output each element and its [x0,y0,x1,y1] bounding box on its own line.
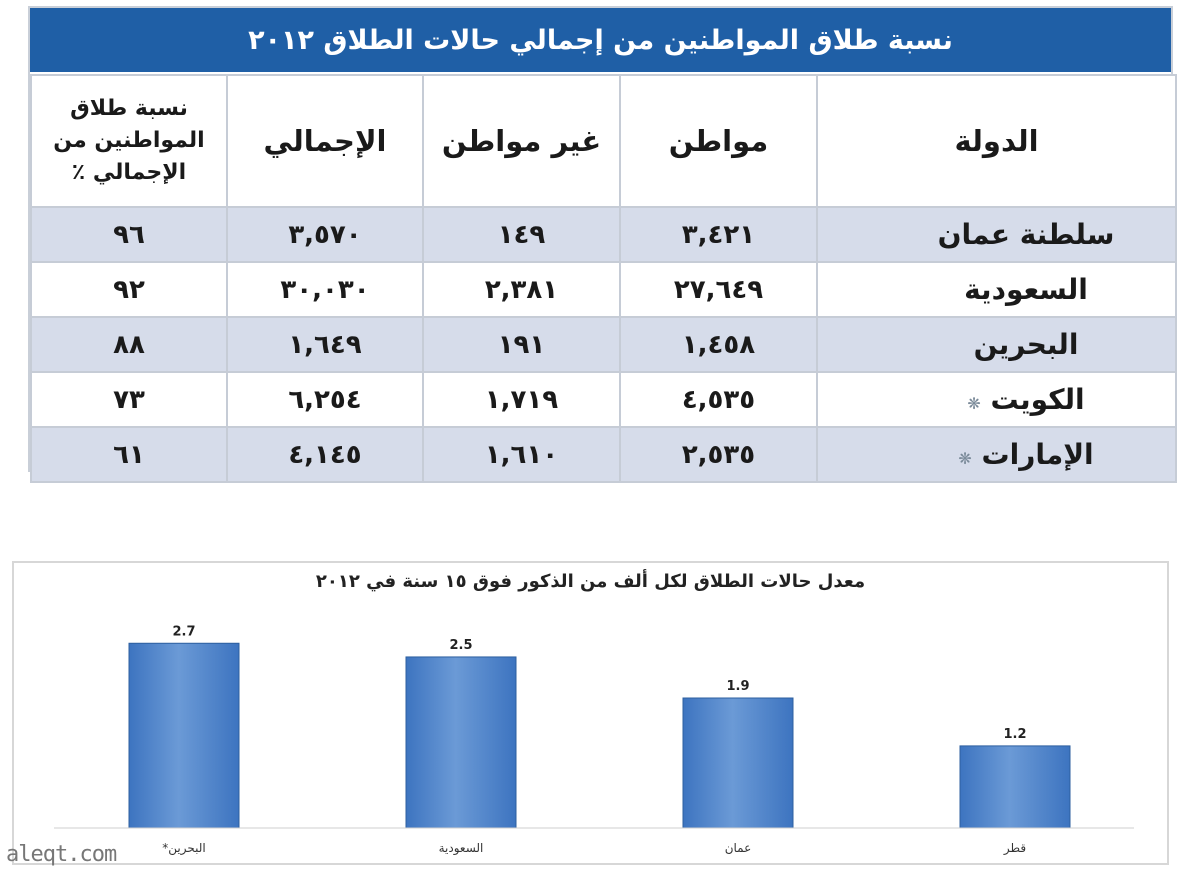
cell-total: ١,٦٤٩ [226,316,424,373]
site-watermark: aleqt.com [6,842,117,867]
cell-citizen: ٤,٥٣٥ [619,371,818,428]
cell-country: البحرين [816,316,1177,373]
category-label: السعودية [439,841,484,856]
asterisk-icon: ❋ [967,394,981,413]
cell-citizen: ٢٧,٦٤٩ [619,261,818,318]
table-header-row: الدولة مواطن غير مواطن الإجمالي نسبة طلا… [30,74,1177,208]
cell-country: السعودية [816,261,1177,318]
cell-total: ٣,٥٧٠ [226,206,424,263]
cell-non-citizen: ١٤٩ [422,206,621,263]
table-row: الإمارات ❋ ٢,٥٣٥ ١,٦١٠ ٤,١٤٥ ٦١ [30,426,1177,483]
data-label: 2.7 [172,624,195,639]
category-label: عمان [725,841,752,855]
table-row: الكويت ❋ ٤,٥٣٥ ١,٧١٩ ٦,٢٥٤ ٧٣ [30,371,1177,428]
bar-chart-svg: 2.7 البحرين* 2.5 السعودية 1.9 عمان 1.2 قطر [54,624,1134,856]
country-name: الكويت [990,383,1085,416]
data-label: 1.9 [726,679,749,694]
chart-title: معدل حالات الطلاق لكل ألف من الذكور فوق … [315,571,866,592]
cell-non-citizen: ١٩١ [422,316,621,373]
cell-non-citizen: ٢,٣٨١ [422,261,621,318]
cell-citizen: ١,٤٥٨ [619,316,818,373]
country-name: سلطنة عمان [937,218,1115,251]
data-label: 1.2 [1003,727,1026,742]
country-name: البحرين [973,328,1079,361]
bar [128,642,240,829]
cell-total: ٤,١٤٥ [226,426,424,483]
bar [682,697,794,829]
cell-non-citizen: ١,٦١٠ [422,426,621,483]
cell-total: ٣٠,٠٣٠ [226,261,424,318]
cell-citizen: ٢,٥٣٥ [619,426,818,483]
header-citizen: مواطن [619,74,818,208]
bar [959,745,1071,829]
cell-ratio: ٨٨ [30,316,228,373]
cell-citizen: ٣,٤٢١ [619,206,818,263]
asterisk-icon: ❋ [958,449,972,468]
cell-ratio: ٩٢ [30,261,228,318]
table-row: سلطنة عمان ٣,٤٢١ ١٤٩ ٣,٥٧٠ ٩٦ [30,206,1177,263]
cell-ratio: ٩٦ [30,206,228,263]
header-total: الإجمالي [226,74,424,208]
table-title: نسبة طلاق المواطنين من إجمالي حالات الطل… [30,8,1171,74]
category-label: البحرين* [162,841,205,856]
header-country: الدولة [816,74,1177,208]
divorce-table-panel: نسبة طلاق المواطنين من إجمالي حالات الطل… [28,6,1177,483]
data-label: 2.5 [449,638,472,653]
table-row: السعودية ٢٧,٦٤٩ ٢,٣٨١ ٣٠,٠٣٠ ٩٢ [30,261,1177,318]
header-ratio: نسبة طلاق المواطنين من الإجمالي ٪ [30,74,228,208]
cell-country: الكويت ❋ [816,371,1177,428]
cell-country: الإمارات ❋ [816,426,1177,483]
cell-non-citizen: ١,٧١٩ [422,371,621,428]
cell-country: سلطنة عمان [816,206,1177,263]
cell-ratio: ٦١ [30,426,228,483]
country-name: السعودية [964,273,1088,306]
country-name: الإمارات [981,438,1094,471]
category-label: قطر [1003,841,1026,856]
cell-ratio: ٧٣ [30,371,228,428]
cell-total: ٦,٢٥٤ [226,371,424,428]
header-non-citizen: غير مواطن [422,74,621,208]
divorce-table: الدولة مواطن غير مواطن الإجمالي نسبة طلا… [30,74,1177,483]
divorce-rate-chart: 2.7 البحرين* 2.5 السعودية 1.9 عمان 1.2 قطر معدل… [12,561,1169,865]
table-row: البحرين ١,٤٥٨ ١٩١ ١,٦٤٩ ٨٨ [30,316,1177,373]
bar [405,656,517,829]
